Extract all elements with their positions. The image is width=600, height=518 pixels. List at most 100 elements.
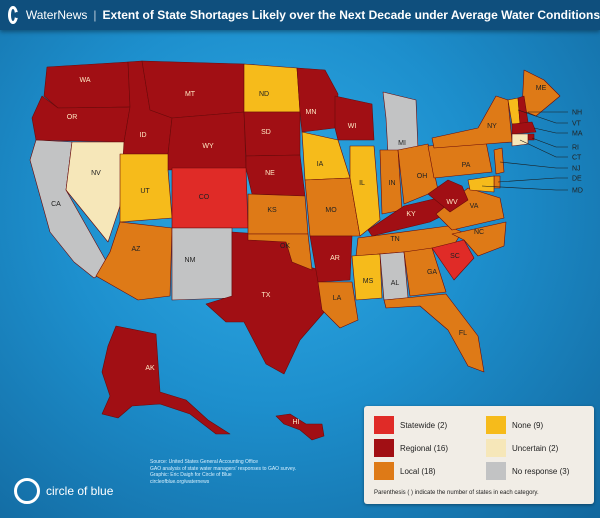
state-label-tx: TX (262, 292, 271, 299)
state-wv (427, 179, 469, 213)
state-label-nm: NM (185, 257, 196, 264)
state-label-mo: MO (325, 207, 337, 214)
state-label-nv: NV (91, 170, 101, 177)
state-sc (431, 239, 475, 281)
legend-swatch (374, 462, 394, 480)
legend-item: Uncertain (2) (486, 439, 558, 457)
state-label-ct: CT (572, 155, 582, 162)
state-label-ny: NY (487, 123, 497, 130)
label-leader-line (517, 109, 568, 124)
legend-swatch (374, 416, 394, 434)
state-label-ne: NE (265, 170, 275, 177)
footer-logo: circle of blue (14, 478, 113, 504)
state-co (171, 167, 249, 229)
page-title: Extent of State Shortages Likely over th… (102, 8, 600, 22)
circle-of-blue-ring-icon (14, 478, 40, 504)
state-sd (243, 111, 301, 157)
label-leader-line (531, 137, 568, 148)
state-ms (351, 253, 383, 301)
legend-label: Local (18) (400, 466, 436, 476)
label-leader-line (499, 161, 568, 169)
legend-label: Regional (16) (400, 443, 449, 453)
state-label-in: IN (389, 180, 396, 187)
state-label-mn: MN (306, 109, 317, 116)
legend-swatch (486, 439, 506, 457)
state-label-ky: KY (406, 211, 416, 218)
state-label-sc: SC (450, 253, 460, 260)
state-hi (275, 413, 325, 441)
state-nm (171, 227, 233, 301)
source-credits: Source: United States General Accounting… (150, 459, 360, 485)
label-leader-line (481, 185, 568, 191)
state-label-la: LA (333, 295, 342, 302)
legend-label: Uncertain (2) (512, 443, 559, 453)
state-label-pa: PA (462, 162, 471, 169)
legend-item: No response (3) (486, 462, 569, 480)
state-label-ca: CA (51, 201, 61, 208)
footer-brand: circle of blue (46, 484, 114, 498)
state-label-ok: OK (280, 243, 290, 250)
state-wy (167, 111, 247, 171)
header-separator: | (93, 8, 97, 22)
state-label-hi: HI (293, 419, 300, 426)
state-ar (309, 235, 353, 283)
legend-item: None (9) (486, 416, 543, 434)
state-label-wi: WI (348, 123, 357, 130)
state-label-vt: VT (572, 121, 582, 128)
state-nj (493, 147, 505, 175)
state-ma (511, 121, 537, 135)
legend-item: Local (18) (374, 462, 436, 480)
state-label-fl: FL (459, 330, 467, 337)
legend-swatch (486, 462, 506, 480)
state-label-de: DE (572, 176, 582, 183)
state-wa (43, 61, 131, 109)
state-label-ar: AR (330, 255, 340, 262)
circle-of-blue-logo-icon (8, 6, 20, 24)
state-label-ia: IA (317, 161, 324, 168)
state-ri (527, 133, 535, 141)
state-label-md: MD (572, 188, 583, 195)
brand-name: WaterNews (25, 8, 88, 22)
state-label-va: VA (470, 203, 479, 210)
legend-swatch (486, 416, 506, 434)
state-mt (141, 60, 245, 119)
state-md (467, 175, 495, 193)
state-label-il: IL (359, 180, 365, 187)
state-label-oh: OH (417, 173, 428, 180)
state-al (379, 251, 409, 301)
state-ne (245, 154, 306, 197)
state-label-me: ME (536, 85, 547, 92)
source-line: Source: United States General Accounting… (150, 459, 259, 465)
label-leader-line (533, 127, 568, 134)
state-label-nc: NC (474, 229, 484, 236)
legend-item: Statewide (2) (374, 416, 447, 434)
state-mn (296, 67, 339, 133)
state-label-az: AZ (132, 246, 142, 253)
state-ok (247, 233, 313, 271)
state-il (349, 145, 381, 237)
state-label-tn: TN (390, 236, 399, 243)
state-fl (383, 293, 485, 373)
header-bar: WaterNews | Extent of State Shortages Li… (0, 0, 600, 30)
state-label-sd: SD (261, 129, 271, 136)
state-label-ms: MS (363, 278, 374, 285)
state-la (317, 281, 359, 329)
state-label-ak: AK (145, 365, 155, 372)
legend-label: None (9) (512, 420, 544, 430)
source-line: GAO analysis of state water managers' re… (150, 465, 297, 472)
state-label-ma: MA (572, 131, 583, 138)
state-label-wy: WY (202, 143, 214, 150)
state-label-ga: GA (427, 269, 437, 276)
label-leader-line (519, 139, 568, 158)
legend-note: Parenthesis ( ) indicate the number of s… (374, 490, 539, 496)
state-label-wv: WV (446, 199, 458, 206)
state-ak (101, 325, 231, 435)
state-ks (247, 193, 309, 235)
legend-label: Statewide (2) (400, 420, 448, 430)
legend-swatch (374, 439, 394, 457)
state-nv (65, 141, 125, 243)
state-label-nj: NJ (572, 166, 581, 173)
state-label-mt: MT (185, 91, 196, 98)
label-leader-line (497, 177, 568, 183)
state-label-nd: ND (259, 91, 269, 98)
